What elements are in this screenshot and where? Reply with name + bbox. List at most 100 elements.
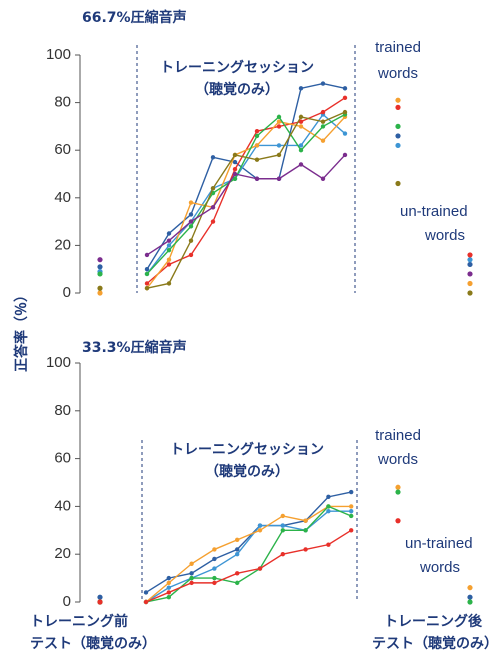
data-point	[298, 119, 304, 124]
data-point	[166, 262, 172, 267]
y-tick-label: 80	[54, 94, 71, 111]
data-point	[395, 104, 401, 110]
data-point	[254, 176, 260, 181]
data-point	[298, 162, 304, 167]
data-point	[349, 508, 354, 514]
y-tick-label: 40	[54, 189, 71, 206]
data-point	[349, 489, 354, 495]
data-point	[189, 561, 194, 566]
data-point	[210, 205, 216, 210]
y-tick-label: 80	[54, 402, 71, 419]
data-point	[342, 95, 348, 101]
data-point	[467, 290, 473, 296]
session-label: トレーニングセッション	[170, 441, 324, 458]
data-point	[144, 271, 150, 277]
data-point	[395, 142, 401, 149]
data-point	[320, 81, 326, 86]
data-point	[97, 599, 103, 605]
data-point	[320, 119, 326, 124]
data-point	[342, 109, 348, 115]
data-point	[395, 484, 401, 490]
y-tick-label: 0	[63, 593, 71, 610]
series-line	[145, 529, 352, 603]
data-point	[303, 518, 308, 523]
untrained-label: un-trained	[400, 203, 468, 220]
data-point	[97, 290, 103, 296]
series-line	[146, 111, 346, 289]
data-point	[276, 143, 282, 148]
series-line	[145, 510, 352, 603]
data-point	[326, 504, 331, 509]
data-point	[97, 271, 103, 277]
data-point	[235, 571, 240, 576]
data-point	[257, 523, 263, 528]
chart-title: 33.3%圧縮音声	[82, 339, 187, 356]
data-point	[235, 580, 240, 586]
series-line	[146, 154, 346, 256]
data-point	[276, 114, 282, 120]
data-point	[349, 504, 354, 509]
series-line	[146, 82, 346, 270]
y-tick-label: 100	[46, 354, 71, 371]
data-point	[395, 133, 401, 139]
series-line	[146, 113, 346, 275]
data-point	[232, 167, 238, 172]
trained-label: trained	[375, 427, 421, 444]
untrained-label: words	[424, 227, 465, 244]
data-point	[254, 128, 260, 134]
series-line	[145, 505, 352, 603]
data-point	[467, 280, 473, 287]
data-point	[467, 261, 473, 268]
data-point	[349, 513, 354, 519]
data-point	[320, 109, 326, 115]
data-point	[166, 595, 171, 600]
data-point	[143, 599, 149, 605]
data-point	[166, 257, 172, 262]
data-point	[467, 599, 473, 605]
data-point	[166, 281, 172, 286]
series-line	[145, 491, 352, 594]
data-point	[235, 537, 240, 543]
data-point	[188, 238, 194, 243]
trained-label: words	[377, 65, 418, 82]
data-point	[254, 157, 260, 162]
data-point	[298, 124, 304, 129]
data-point	[298, 148, 304, 153]
data-point	[212, 547, 217, 552]
data-point	[395, 123, 401, 129]
y-tick-label: 100	[46, 46, 71, 63]
data-point	[280, 528, 285, 533]
data-point	[303, 528, 308, 533]
data-point	[188, 252, 194, 258]
data-point	[144, 252, 150, 258]
data-point	[395, 97, 401, 103]
data-point	[257, 528, 263, 533]
pre-label: トレーニング前	[30, 613, 128, 630]
data-point	[395, 489, 401, 495]
pre-label: テスト（聴覚のみ）	[30, 635, 156, 652]
data-point	[342, 131, 348, 136]
data-point	[166, 231, 172, 236]
y-tick-label: 0	[63, 284, 71, 301]
data-point	[144, 281, 150, 286]
data-point	[166, 247, 172, 253]
data-point	[166, 580, 171, 586]
data-point	[395, 180, 401, 187]
data-point	[395, 518, 401, 524]
untrained-label: words	[419, 559, 460, 576]
data-point	[210, 186, 216, 191]
y-tick-label: 40	[54, 497, 71, 514]
data-point	[232, 152, 238, 158]
data-point	[189, 575, 194, 581]
untrained-label: un-trained	[405, 535, 473, 552]
chart-title: 66.7%圧縮音声	[82, 9, 187, 26]
data-point	[212, 580, 217, 586]
data-point	[326, 494, 331, 500]
data-point	[303, 547, 308, 552]
data-point	[210, 155, 216, 160]
data-point	[188, 219, 194, 224]
data-point	[349, 528, 354, 533]
data-point	[276, 176, 282, 181]
post-label: テスト（聴覚のみ）	[372, 635, 492, 652]
